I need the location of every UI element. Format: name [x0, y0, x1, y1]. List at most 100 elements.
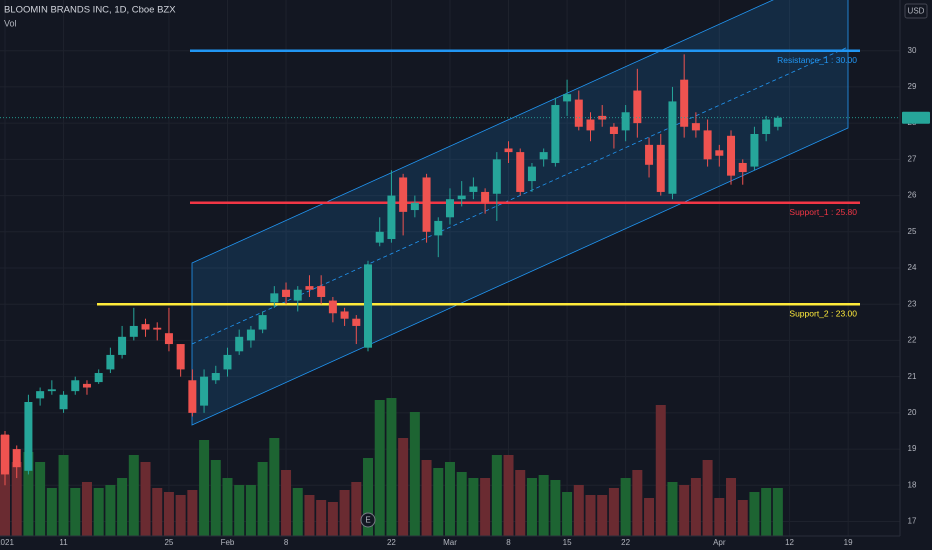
volume-bar	[538, 475, 549, 536]
candle-body	[1, 434, 9, 475]
volume-bar	[70, 488, 81, 536]
volume-bar	[608, 488, 619, 536]
volume-bar	[737, 500, 748, 536]
candle-body	[773, 117, 782, 127]
volume-bar	[327, 502, 338, 536]
x-tick-label: Mar	[443, 538, 457, 547]
candle-body	[153, 327, 162, 330]
candle-body	[235, 336, 244, 352]
volume-bar	[140, 462, 151, 536]
candle-body	[586, 119, 595, 131]
candle-body	[340, 311, 349, 319]
candle-body	[680, 79, 689, 127]
candle-body	[352, 318, 361, 326]
volume-bar	[468, 478, 479, 536]
volume-label: Vol	[4, 18, 17, 28]
volume-bar	[187, 490, 198, 536]
x-tick-label: 8	[284, 538, 289, 547]
x-tick-label: 12	[785, 538, 794, 547]
last-price-tag	[902, 111, 930, 124]
x-tick-label: 11	[59, 538, 68, 547]
earnings-marker[interactable]	[360, 512, 376, 528]
levels-layer: Resistance_1 : 30.00 Support_1 : 25.80 Sup…	[97, 49, 860, 318]
candle-body	[633, 90, 642, 124]
candle-body	[164, 333, 173, 345]
volume-bar	[234, 485, 245, 536]
volume-bar	[480, 478, 491, 536]
volume-bar	[620, 478, 631, 536]
x-tick-label: 15	[563, 538, 572, 547]
candle-body	[47, 389, 56, 392]
currency: USD	[908, 7, 925, 16]
y-tick-label: 22	[908, 336, 917, 345]
x-tick-label: 22	[621, 538, 630, 547]
candle-body	[551, 105, 560, 163]
candle-body	[434, 220, 443, 236]
candle-body	[481, 191, 490, 203]
volume-bar	[573, 485, 584, 536]
volume-bar	[679, 485, 690, 536]
volume-bar	[351, 482, 362, 536]
volume-bar	[644, 498, 655, 536]
candle-body	[24, 402, 33, 471]
candle-body	[328, 300, 337, 314]
volume-bar	[304, 495, 315, 536]
volume-bar	[128, 455, 139, 536]
candle-body	[375, 231, 384, 243]
candle-body	[82, 383, 91, 388]
volume-bar	[245, 485, 256, 536]
y-tick-label: 17	[908, 517, 917, 526]
candle-body	[691, 123, 700, 131]
candle-body	[59, 394, 68, 410]
candle-body	[12, 449, 21, 468]
candle-body	[656, 144, 665, 192]
volume-bar	[444, 462, 455, 536]
volume-bar	[163, 492, 174, 536]
x-tick-label: 22	[387, 538, 396, 547]
volume-bar	[503, 455, 514, 536]
volume-bar	[409, 412, 420, 536]
candle-body	[71, 380, 80, 392]
volume-bar	[433, 468, 444, 536]
volume-bar	[398, 438, 409, 536]
volume-bar	[105, 485, 116, 536]
currency-box	[904, 3, 928, 19]
candle-body	[715, 150, 724, 156]
candle-body	[727, 135, 736, 176]
y-tick-label: 30	[908, 46, 917, 55]
volume-bar	[690, 478, 701, 536]
candle-body	[410, 202, 419, 211]
candle-body	[399, 177, 408, 212]
volume-bar	[421, 460, 432, 536]
volume-bar	[772, 488, 783, 536]
candle-body	[141, 324, 150, 330]
y-tick-label: 21	[908, 372, 917, 381]
volume-bar	[11, 462, 22, 536]
x-tick-label: 8	[506, 538, 511, 547]
candle-body	[282, 289, 291, 297]
volume-bar	[93, 488, 104, 536]
volume-bar	[35, 462, 46, 536]
candle-body	[469, 186, 478, 192]
candle-body	[387, 195, 396, 240]
volume-bar	[515, 470, 526, 536]
volume-bar	[81, 482, 92, 536]
candle-body	[129, 325, 138, 337]
candle-body	[211, 373, 220, 381]
chart-title: BLOOMIN BRANDS INC, 1D, Cboe BZX	[4, 5, 176, 16]
x-tick-label: 25	[164, 538, 173, 547]
volume-bar	[269, 438, 280, 536]
volume-bar	[210, 460, 221, 536]
candle-body	[293, 289, 302, 301]
y-tick-label: 26	[908, 191, 917, 200]
volume-bar	[550, 480, 561, 536]
candle-body	[223, 354, 232, 370]
candle-body	[188, 380, 197, 413]
x-tick-label: Feb	[221, 538, 235, 547]
candle-body	[539, 152, 548, 160]
volume-bar	[175, 495, 186, 536]
axes-layer: 171819202122232425262728293020211125Feb8…	[0, 46, 930, 547]
volume-bar	[199, 440, 210, 536]
